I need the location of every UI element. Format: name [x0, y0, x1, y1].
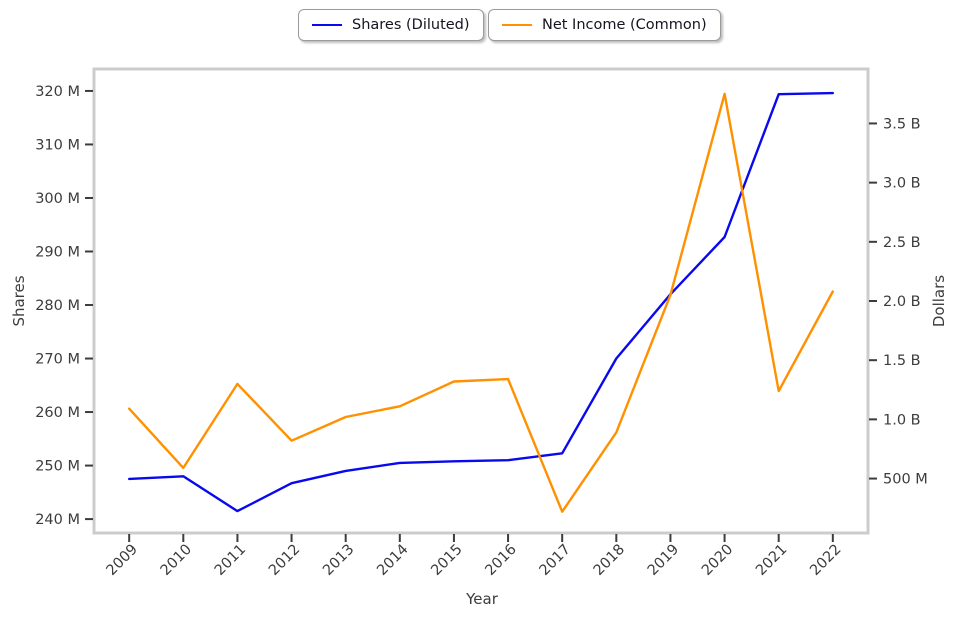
left-axis-tick-label: 310 M	[35, 137, 80, 153]
x-axis-tick-label: 2022	[807, 542, 844, 579]
x-axis-tick-label: 2014	[374, 542, 411, 579]
left-axis-tick-label: 250 M	[35, 459, 80, 475]
x-axis-tick-label: 2019	[645, 542, 682, 579]
right-axis-tick-label: 1.0 B	[883, 412, 921, 428]
left-axis-tick-label: 320 M	[35, 84, 80, 100]
x-axis-title: Year	[465, 590, 499, 608]
right-axis-tick-label: 3.0 B	[883, 176, 921, 192]
x-axis-tick-label: 2016	[482, 542, 519, 579]
x-axis-tick-label: 2015	[428, 542, 465, 579]
shares-diluted-line	[127, 91, 834, 513]
right-axis-title: Dollars	[930, 275, 948, 327]
left-axis-tick-label: 270 M	[35, 352, 80, 368]
right-axis-tick-label: 2.5 B	[883, 235, 921, 251]
right-axis-tick-label: 500 M	[883, 472, 928, 488]
left-axis-tick-label: 300 M	[35, 191, 80, 207]
axis-ticks: 240 M 250 M 260 M 270 M 280 M 290 M 300 M 310 M…	[35, 84, 928, 579]
x-axis-tick-label: 2010	[158, 542, 195, 579]
net-income-common-line	[127, 92, 834, 513]
left-axis-tick-label: 280 M	[35, 298, 80, 314]
left-axis-tick-label: 240 M	[35, 512, 80, 528]
x-axis-tick-label: 2021	[753, 542, 790, 579]
x-axis-tick-label: 2017	[537, 542, 574, 579]
right-axis-tick-label: 2.0 B	[883, 294, 921, 310]
x-axis-tick-label: 2018	[591, 542, 628, 579]
plot-spines	[92, 67, 870, 535]
x-axis-tick-label: 2011	[212, 542, 249, 579]
right-axis-tick-label: 1.5 B	[883, 353, 921, 369]
x-axis-tick-label: 2020	[699, 542, 736, 579]
left-axis-title: Shares	[10, 275, 28, 326]
left-axis-tick-label: 290 M	[35, 244, 80, 260]
x-axis-tick-label: 2013	[320, 542, 357, 579]
x-axis-tick-label: 2009	[104, 542, 141, 579]
right-axis-tick-label: 3.5 B	[883, 116, 921, 132]
series-lines	[127, 91, 834, 513]
plot-area-border	[92, 67, 870, 535]
left-axis-tick-label: 260 M	[35, 405, 80, 421]
x-axis-tick-label: 2012	[266, 542, 303, 579]
